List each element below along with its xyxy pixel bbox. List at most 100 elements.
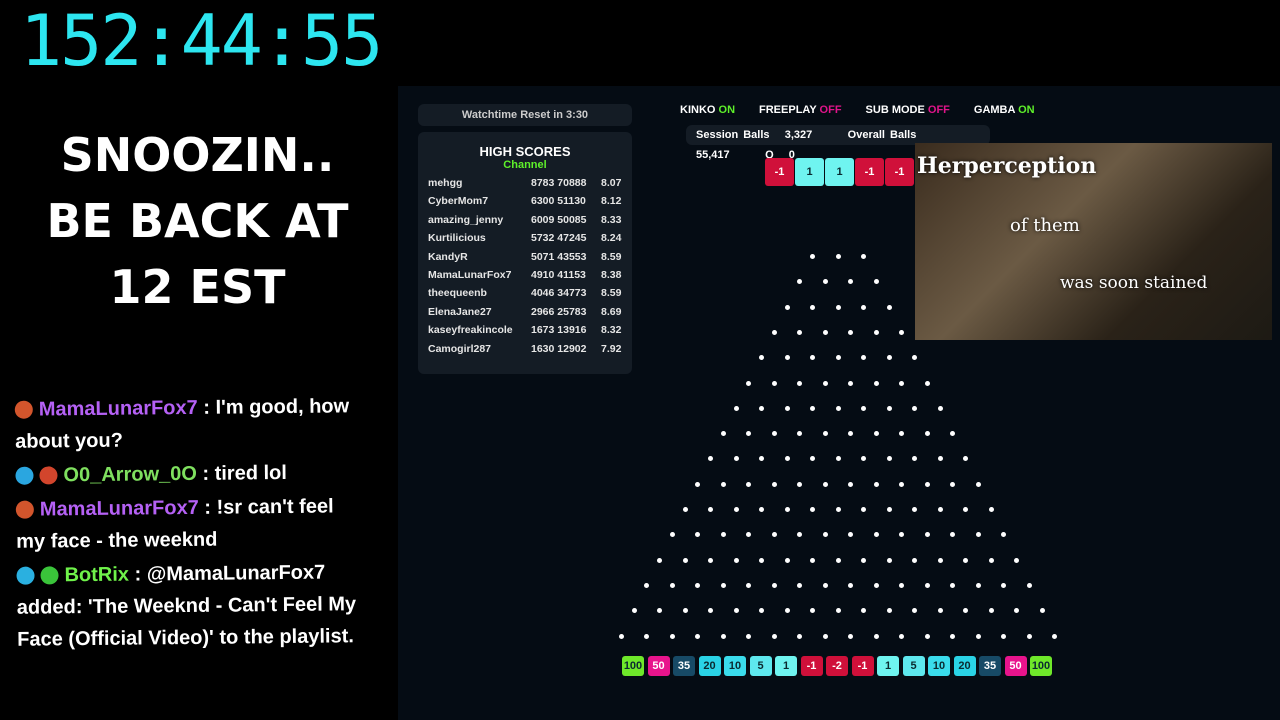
queue-label: Q (765, 149, 774, 161)
peg (835, 608, 841, 614)
peg (746, 481, 752, 487)
peg (912, 456, 917, 462)
peg (733, 507, 739, 512)
overall-value: 55,417 (696, 149, 730, 161)
peg (899, 431, 905, 437)
session-label: Session Balls (696, 129, 770, 141)
peg (988, 557, 994, 563)
peg (746, 532, 752, 538)
peg (963, 557, 968, 563)
score-values: 1630 12902 (531, 342, 587, 355)
payout-slot: 35 (979, 656, 1001, 676)
peg (861, 405, 866, 411)
payout-slot: 5 (749, 656, 772, 676)
peg (810, 254, 815, 259)
peg (861, 304, 866, 310)
recent-result: 1 (825, 158, 854, 186)
lyric-line: of them (1010, 215, 1080, 236)
peg (1001, 633, 1007, 639)
peg (797, 431, 803, 437)
peg (924, 633, 930, 639)
payout-slot: 100 (622, 656, 644, 676)
score-row: mehgg 8783 70888 8.07 (418, 177, 632, 195)
payout-slot: 20 (698, 656, 721, 676)
peg (784, 557, 790, 563)
peg (695, 582, 701, 588)
peg (873, 380, 879, 386)
peg (912, 355, 917, 361)
peg (618, 633, 624, 639)
high-scores-subtitle: Channel (503, 159, 547, 171)
peg (784, 304, 790, 310)
music-video: Herperception of them was soon stained (915, 143, 1272, 340)
score-row: kaseyfreakincole 1673 13916 8.32 (418, 324, 632, 342)
chat-separator: : (197, 396, 216, 419)
watchtime-reset: Watchtime Reset in 3:30 (418, 104, 632, 126)
chat-message: BotRix : @MamaLunarFox7 added: 'The Week… (16, 556, 357, 656)
score-name: amazing_jenny (428, 213, 504, 226)
payout-slot: 10 (928, 656, 950, 676)
peg (848, 329, 854, 335)
payout-slot: 1 (775, 656, 797, 676)
peg (797, 481, 803, 487)
peg (746, 380, 752, 386)
payout-slot: 50 (647, 656, 670, 676)
plinko-board: Watchtime Reset in 3:30 HIGH SCORES Chan… (398, 86, 1280, 720)
peg (784, 355, 790, 361)
toggle-kinko: KINKO ON (680, 104, 735, 116)
peg (797, 582, 803, 588)
chat-separator: : (196, 462, 215, 485)
peg (695, 633, 701, 639)
peg (682, 507, 688, 512)
score-average: 8.33 (601, 213, 622, 226)
peg (784, 456, 790, 462)
stream-timer: 152:44:55 (20, 0, 383, 82)
peg (644, 582, 650, 588)
peg (835, 355, 841, 361)
peg (708, 557, 713, 563)
peg (784, 608, 790, 614)
ball-stats: Session Balls 3,327 Overall Balls 55,417… (686, 125, 990, 161)
chat-badge-icon (15, 466, 34, 485)
toggle-state: OFF (819, 104, 842, 116)
peg (822, 329, 828, 335)
chat-badge-icon (39, 466, 58, 485)
lyric-line: was soon stained (1060, 273, 1208, 293)
peg (759, 456, 764, 462)
peg (797, 329, 803, 335)
peg (835, 304, 841, 310)
peg (848, 279, 854, 285)
peg (631, 608, 637, 614)
peg (937, 456, 943, 462)
score-average: 8.32 (601, 324, 622, 337)
peg (771, 481, 777, 487)
chat-message: MamaLunarFox7 : I'm good, how about you? (14, 390, 356, 458)
peg (861, 608, 866, 614)
peg (657, 557, 662, 563)
peg (975, 582, 981, 588)
peg (912, 608, 917, 614)
peg (975, 532, 981, 538)
score-name: kaseyfreakincole (428, 324, 513, 337)
chat-badge-icon (14, 400, 33, 419)
recent-result: -1 (765, 158, 794, 186)
peg (861, 355, 866, 361)
peg (759, 557, 764, 563)
peg (810, 355, 815, 361)
peg (1052, 633, 1058, 639)
score-values: 5732 47245 (531, 232, 587, 245)
peg (899, 329, 905, 335)
peg (682, 608, 688, 614)
peg (1001, 582, 1007, 588)
peg (848, 532, 854, 538)
score-values: 6009 50085 (531, 213, 587, 226)
peg (912, 405, 917, 411)
peg (733, 608, 739, 614)
peg (937, 557, 943, 563)
score-row: amazing_jenny 6009 50085 8.33 (418, 214, 632, 232)
score-values: 8783 70888 (531, 177, 587, 189)
peg (644, 633, 650, 639)
peg (1026, 582, 1032, 588)
peg (861, 507, 866, 512)
payout-slot: 1 (877, 656, 899, 676)
